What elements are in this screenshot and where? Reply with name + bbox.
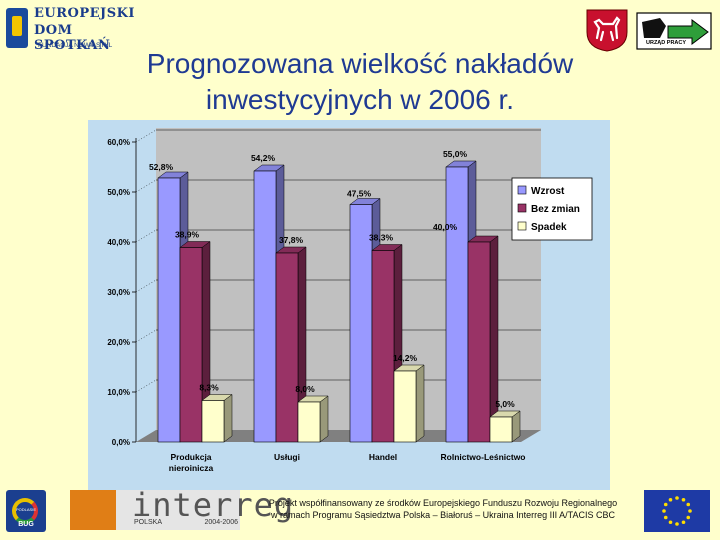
data-label: 55,0% bbox=[443, 149, 468, 159]
interreg-mark-icon bbox=[70, 490, 116, 530]
eu-star bbox=[662, 509, 666, 513]
interreg-subtitle: POLSKA 2004-2006 bbox=[134, 519, 238, 526]
y-tick-label: 20,0% bbox=[107, 338, 130, 347]
x-tick-label: nieroinicza bbox=[169, 463, 214, 473]
eu-star bbox=[675, 496, 679, 500]
data-label: 8,3% bbox=[199, 383, 219, 393]
eu-star bbox=[663, 515, 668, 520]
eu-flag-icon bbox=[644, 490, 710, 532]
edo-logo-line3: FUNDACJA NOWY STYL bbox=[38, 42, 113, 49]
gridline-side bbox=[135, 329, 157, 343]
podlasie-bug-logo: PODLASIE BUG bbox=[6, 490, 46, 532]
eu-star bbox=[675, 522, 679, 526]
x-tick-label: Rolnictwo-Leśnictwo bbox=[441, 452, 526, 462]
bar-side bbox=[223, 394, 233, 443]
eu-star bbox=[668, 520, 673, 525]
edo-logo-line1: EUROPEJSKI bbox=[34, 6, 135, 21]
europejski-dom-spotkan-logo: EUROPEJSKI DOM SPOTKAŃ FUNDACJA NOWY STY… bbox=[6, 4, 134, 54]
interreg-logo: interreg POLSKA 2004-2006 bbox=[70, 486, 293, 530]
gridline-side bbox=[135, 379, 157, 393]
bar-side bbox=[415, 364, 425, 443]
y-tick-label: 40,0% bbox=[107, 238, 130, 247]
bar-spadek bbox=[489, 416, 513, 443]
data-label: 8,0% bbox=[295, 384, 315, 394]
eu-star bbox=[663, 502, 668, 507]
eu-star bbox=[681, 497, 686, 502]
interreg-country: POLSKA bbox=[134, 519, 163, 526]
legend-swatch bbox=[517, 221, 527, 231]
legend-swatch bbox=[517, 185, 527, 195]
data-label: 47,5% bbox=[347, 189, 372, 199]
lubelskie-crest-icon bbox=[586, 9, 628, 52]
data-label: 38,3% bbox=[369, 233, 394, 243]
eu-star bbox=[688, 509, 692, 513]
data-label: 5,0% bbox=[495, 399, 515, 409]
data-label: 52,8% bbox=[149, 162, 174, 172]
bar-wzrost bbox=[157, 177, 181, 443]
urzad-pracy-logo-icon bbox=[636, 12, 712, 50]
x-tick-label: Usługi bbox=[274, 452, 300, 462]
page-title-line2: inwestycyjnych w 2006 r. bbox=[205, 84, 515, 115]
bar-bez-zmian bbox=[467, 241, 491, 443]
bar-spadek bbox=[297, 401, 321, 443]
bar-bez-zmian bbox=[275, 252, 299, 443]
bar-bez-zmian bbox=[371, 250, 395, 443]
podlasie-logo-text: PODLASIE bbox=[15, 507, 36, 512]
bar-spadek bbox=[393, 370, 417, 443]
eu-star bbox=[668, 497, 673, 502]
x-tick-label: Handel bbox=[369, 452, 397, 462]
edo-emblem-icon bbox=[6, 8, 28, 48]
funding-footer-text: Projekt współfinansowany ze środków Euro… bbox=[268, 498, 618, 520]
page-title-line1: Prognozowana wielkość nakładów bbox=[146, 48, 574, 79]
urzad-pracy-label: URZĄD PRACY bbox=[646, 40, 687, 46]
edo-logo-line2: DOM SPOTKAŃ bbox=[34, 23, 111, 53]
legend-label: Spadek bbox=[531, 222, 567, 233]
y-tick-label: 50,0% bbox=[107, 188, 130, 197]
bar-bez-zmian bbox=[179, 247, 203, 443]
bar-spadek bbox=[201, 400, 225, 443]
eu-star bbox=[686, 515, 691, 520]
bar-side bbox=[319, 395, 329, 443]
data-label: 14,2% bbox=[393, 353, 418, 363]
investment-forecast-chart: 0,0% 10,0% 20,0% 30,0% 40,0% 50,0% 60,0% Produ… bbox=[88, 120, 610, 490]
bar-wzrost bbox=[253, 170, 277, 443]
eu-star bbox=[681, 520, 686, 525]
y-tick-label: 10,0% bbox=[107, 388, 130, 397]
data-label: 40,0% bbox=[433, 222, 458, 232]
gridline-side bbox=[135, 229, 157, 243]
data-label: 38,9% bbox=[175, 230, 200, 240]
y-tick-label: 0,0% bbox=[112, 438, 130, 447]
data-label: 54,2% bbox=[251, 153, 276, 163]
podlasie-ring-icon bbox=[12, 498, 38, 524]
y-tick-label: 30,0% bbox=[107, 288, 130, 297]
legend-label: Bez zmian bbox=[531, 204, 580, 215]
bar-wzrost bbox=[445, 166, 469, 443]
gridline-side bbox=[135, 279, 157, 293]
legend-swatch bbox=[517, 203, 527, 213]
data-label: 37,8% bbox=[279, 235, 304, 245]
legend-label: Wzrost bbox=[531, 186, 565, 197]
bar-side bbox=[489, 235, 499, 443]
x-tick-label: Produkcja bbox=[170, 452, 211, 462]
bug-logo-text: BUG bbox=[18, 521, 34, 528]
interreg-years: 2004-2006 bbox=[204, 519, 238, 526]
gridline-side bbox=[135, 129, 157, 143]
eu-star bbox=[686, 502, 691, 507]
chart-floor bbox=[136, 430, 541, 442]
interreg-wordmark: interreg bbox=[132, 486, 295, 524]
gridline-side bbox=[135, 179, 157, 193]
y-tick-label: 60,0% bbox=[107, 138, 130, 147]
